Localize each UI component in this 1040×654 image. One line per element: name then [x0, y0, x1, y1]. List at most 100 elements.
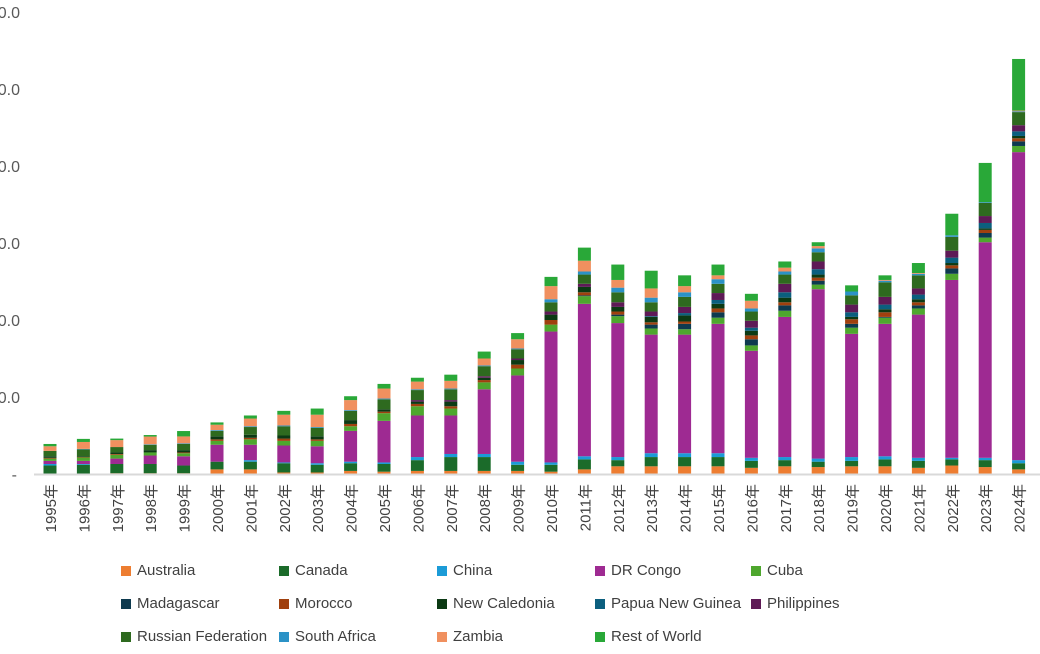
bar-segment-dr-congo	[210, 444, 224, 462]
bar-segment-cuba	[277, 440, 291, 446]
bar-segment-dr-congo	[277, 445, 291, 463]
bar-segment-madagascar	[678, 323, 692, 330]
bar-segment-philippines	[845, 304, 859, 313]
bar-segment-russian-federation	[444, 389, 458, 401]
bar-segment-china	[310, 463, 324, 465]
bar-segment-canada	[945, 459, 959, 466]
bar-segment-papua-new-guinea	[945, 257, 959, 264]
bar-segment-australia	[344, 470, 358, 474]
bar-segment-dr-congo	[544, 331, 558, 463]
bar-segment-russian-federation	[344, 410, 358, 421]
bar-segment-zambia	[911, 273, 925, 274]
bar-segment-russian-federation	[210, 430, 224, 437]
bar-segment-madagascar	[644, 324, 658, 329]
bar-segment-morocco	[978, 229, 992, 233]
bar-segment-russian-federation	[110, 447, 124, 453]
bar-segment-australia	[711, 466, 725, 474]
bar-segment-canada	[678, 457, 692, 467]
bar-segment-cuba	[110, 454, 124, 459]
bar-segment-madagascar	[811, 280, 825, 285]
bar-segment-china	[978, 457, 992, 461]
bar-segment-zambia	[310, 414, 324, 428]
x-tick-label: 2015年	[711, 484, 728, 532]
bar-segment-cuba	[43, 458, 57, 461]
bar-segment-rest-of-world	[744, 293, 758, 301]
x-tick-label: 1998年	[143, 484, 160, 532]
bar-segment-dr-congo	[711, 323, 725, 454]
bar-segment-china	[878, 456, 892, 460]
bar-segment-canada	[310, 464, 324, 473]
bar-segment-canada	[511, 464, 525, 471]
bar-segment-madagascar	[978, 232, 992, 238]
bar-segment-russian-federation	[811, 252, 825, 262]
bar-segment-philippines	[477, 376, 491, 378]
bar-segment-morocco	[511, 364, 525, 369]
bar-segment-philippines	[744, 320, 758, 328]
bar-segment-dr-congo	[477, 389, 491, 454]
bar-segment-dr-congo	[911, 314, 925, 458]
bar-segment-canada	[243, 461, 257, 470]
x-tick-label: 2013年	[644, 484, 661, 532]
bar-segment-morocco	[110, 453, 124, 455]
bar-segment-zambia	[811, 246, 825, 249]
bar-segment-cuba	[845, 327, 859, 334]
bar-segment-russian-federation	[43, 450, 57, 457]
bar-segment-philippines	[1012, 125, 1026, 132]
bar-segment-russian-federation	[410, 390, 424, 401]
bar-segment-dr-congo	[978, 242, 992, 458]
bar-segment-morocco	[744, 335, 758, 340]
bar-segment-madagascar	[845, 323, 859, 328]
bar-segment-canada	[744, 460, 758, 468]
bar-segment-australia	[511, 470, 525, 474]
bar-segment-madagascar	[1012, 141, 1026, 146]
bar-segment-dr-congo	[611, 323, 625, 458]
bar-segment-russian-federation	[945, 236, 959, 251]
bar-segment-russian-federation	[711, 283, 725, 294]
bar-segment-canada	[611, 460, 625, 467]
bar-segment-china	[811, 458, 825, 462]
bar-segment-dr-congo	[945, 279, 959, 458]
bar-segment-australia	[778, 466, 792, 474]
bar-segment-south-africa	[277, 425, 291, 427]
bar-segment-new-caledonia	[76, 456, 90, 458]
bar-segment-russian-federation	[744, 311, 758, 321]
bar-segment-canada	[544, 464, 558, 472]
bar-segment-china	[76, 463, 90, 465]
bar-segment-philippines	[644, 311, 658, 317]
bar-segment-canada	[377, 463, 391, 472]
bar-segment-canada	[878, 459, 892, 467]
bar-segment-canada	[1012, 463, 1026, 470]
bar-segment-china	[511, 461, 525, 465]
bar-segment-australia	[744, 467, 758, 474]
bar-segment-russian-federation	[611, 292, 625, 303]
bar-segment-morocco	[410, 403, 424, 407]
bar-segment-australia	[310, 472, 324, 474]
bar-segment-canada	[210, 461, 224, 470]
bar-segment-zambia	[43, 446, 57, 451]
bar-segment-australia	[210, 469, 224, 474]
bar-segment-cuba	[344, 426, 358, 431]
bar-segment-morocco	[678, 321, 692, 324]
bar-segment-australia	[377, 471, 391, 474]
bar-segment-zambia	[711, 275, 725, 280]
bar-segment-morocco	[611, 311, 625, 315]
x-tick-label: 2021年	[911, 484, 928, 532]
x-tick-label: 2014年	[678, 484, 695, 532]
bars	[43, 58, 1026, 474]
bar-segment-morocco	[210, 439, 224, 441]
bar-segment-new-caledonia	[410, 401, 424, 404]
bar-segment-russian-federation	[310, 427, 324, 437]
bar-segment-australia	[277, 472, 291, 474]
bar-segment-russian-federation	[243, 427, 257, 435]
bar-segment-dr-congo	[1012, 152, 1026, 461]
bar-segment-canada	[577, 459, 591, 470]
bar-segment-dr-congo	[678, 334, 692, 454]
bar-segment-rest-of-world	[310, 408, 324, 415]
bar-segment-south-africa	[878, 280, 892, 283]
bar-segment-cuba	[544, 324, 558, 332]
bar-segment-australia	[544, 471, 558, 474]
bar-segment-canada	[711, 457, 725, 467]
bar-segment-new-caledonia	[277, 435, 291, 439]
bar-segment-south-africa	[444, 388, 458, 390]
